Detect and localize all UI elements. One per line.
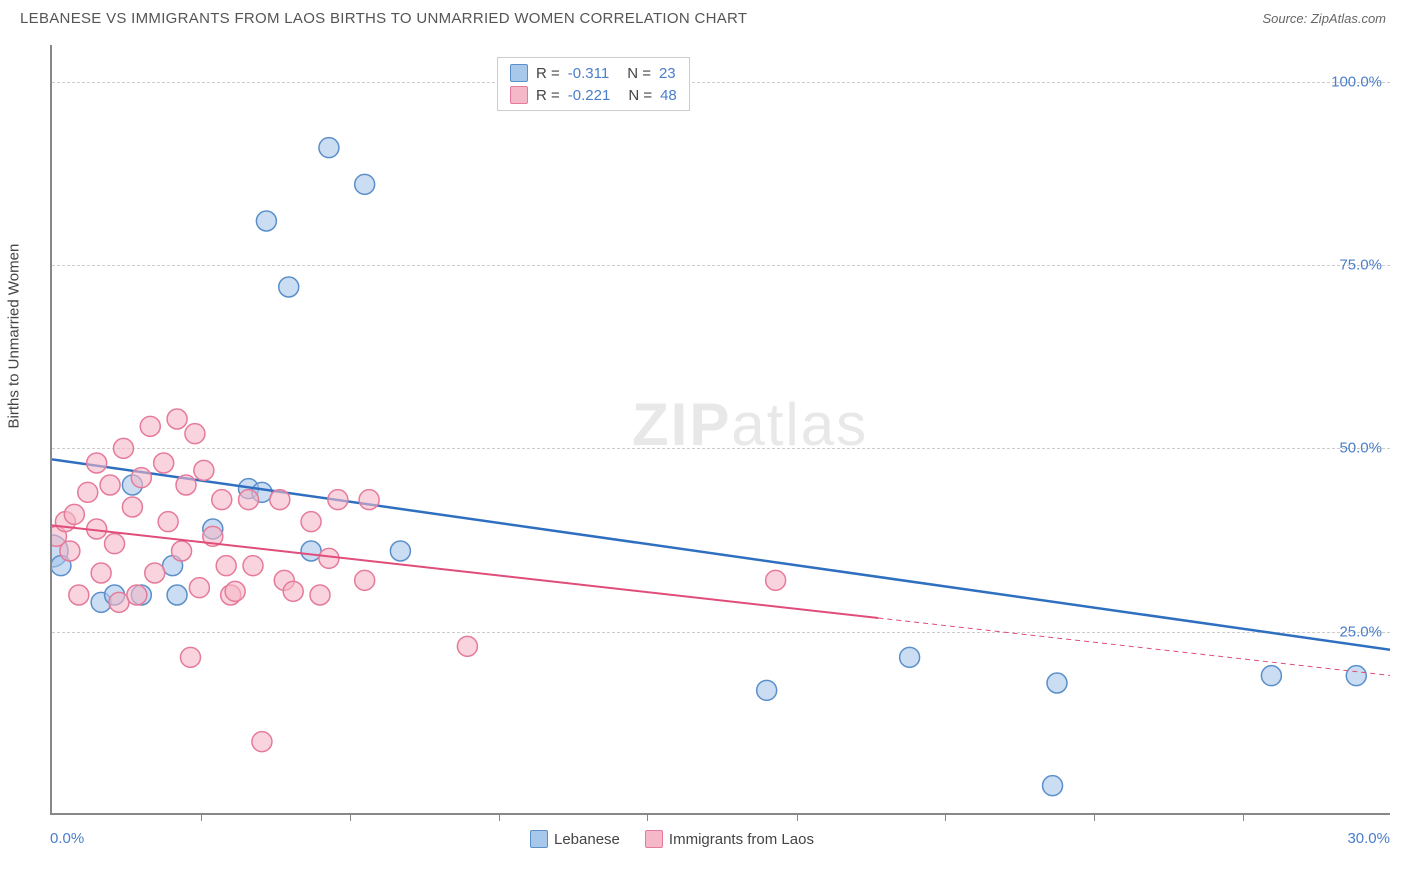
data-point [105, 534, 125, 554]
data-point [60, 541, 80, 561]
legend-item: Immigrants from Laos [645, 830, 814, 848]
legend-swatch [530, 830, 548, 848]
data-point [225, 581, 245, 601]
stats-box: R = -0.311 N = 23 R = -0.221 N = 48 [497, 57, 690, 111]
x-tick [1243, 813, 1244, 821]
data-point [87, 453, 107, 473]
data-point [167, 409, 187, 429]
data-point [154, 453, 174, 473]
stats-n-label: N = [627, 65, 651, 82]
data-point [319, 138, 339, 158]
data-point [301, 541, 321, 561]
data-point [355, 174, 375, 194]
data-point [457, 636, 477, 656]
data-point [176, 475, 196, 495]
chart-header: LEBANESE VS IMMIGRANTS FROM LAOS BIRTHS … [0, 0, 1406, 35]
data-point [113, 438, 133, 458]
data-point [91, 563, 111, 583]
stats-r-value: -0.221 [568, 87, 611, 104]
trend-line [52, 459, 1390, 650]
x-tick [499, 813, 500, 821]
data-point [185, 424, 205, 444]
x-tick [945, 813, 946, 821]
data-point [390, 541, 410, 561]
data-point [64, 504, 84, 524]
data-point [757, 680, 777, 700]
chart-source: Source: ZipAtlas.com [1262, 11, 1386, 26]
plot-area: ZIPatlas 25.0%50.0%75.0%100.0% R = -0.31… [50, 45, 1390, 815]
data-point [122, 497, 142, 517]
data-point [256, 211, 276, 231]
data-point [239, 490, 259, 510]
data-point [1261, 666, 1281, 686]
data-point [355, 570, 375, 590]
data-point [109, 592, 129, 612]
data-point [1043, 776, 1063, 796]
data-point [1047, 673, 1067, 693]
x-tick [350, 813, 351, 821]
legend-label: Lebanese [554, 831, 620, 848]
data-point [301, 512, 321, 532]
stats-row: R = -0.221 N = 48 [510, 84, 677, 106]
data-point [766, 570, 786, 590]
stats-r-label: R = [536, 65, 560, 82]
chart-title: LEBANESE VS IMMIGRANTS FROM LAOS BIRTHS … [20, 10, 747, 27]
data-point [252, 732, 272, 752]
legend-item: Lebanese [530, 830, 620, 848]
stats-r-label: R = [536, 87, 560, 104]
data-point [310, 585, 330, 605]
stats-n-value: 48 [660, 87, 677, 104]
stats-n-label: N = [628, 87, 652, 104]
legend-label: Immigrants from Laos [669, 831, 814, 848]
data-point [279, 277, 299, 297]
data-point [100, 475, 120, 495]
stats-swatch [510, 86, 528, 104]
trend-line-dashed [878, 618, 1390, 676]
data-point [900, 647, 920, 667]
data-point [359, 490, 379, 510]
data-point [212, 490, 232, 510]
data-point [270, 490, 290, 510]
x-axis-start-label: 0.0% [50, 830, 84, 847]
y-axis-label: Births to Unmarried Women [6, 244, 23, 429]
data-point [127, 585, 147, 605]
chart-svg [52, 45, 1390, 813]
stats-row: R = -0.311 N = 23 [510, 62, 677, 84]
data-point [69, 585, 89, 605]
data-point [283, 581, 303, 601]
data-point [140, 416, 160, 436]
x-tick [201, 813, 202, 821]
data-point [131, 468, 151, 488]
data-point [328, 490, 348, 510]
x-tick [1094, 813, 1095, 821]
stats-r-value: -0.311 [568, 65, 609, 82]
data-point [78, 482, 98, 502]
x-axis-end-label: 30.0% [1347, 830, 1390, 847]
data-point [189, 578, 209, 598]
data-point [145, 563, 165, 583]
x-tick [647, 813, 648, 821]
chart-container: ZIPatlas 25.0%50.0%75.0%100.0% R = -0.31… [50, 45, 1390, 845]
legend-swatch [645, 830, 663, 848]
data-point [172, 541, 192, 561]
legend: Lebanese Immigrants from Laos [530, 830, 814, 848]
data-point [158, 512, 178, 532]
data-point [243, 556, 263, 576]
data-point [319, 548, 339, 568]
stats-swatch [510, 64, 528, 82]
data-point [194, 460, 214, 480]
data-point [216, 556, 236, 576]
data-point [1346, 666, 1366, 686]
data-point [180, 647, 200, 667]
data-point [167, 585, 187, 605]
x-tick [797, 813, 798, 821]
stats-n-value: 23 [659, 65, 676, 82]
